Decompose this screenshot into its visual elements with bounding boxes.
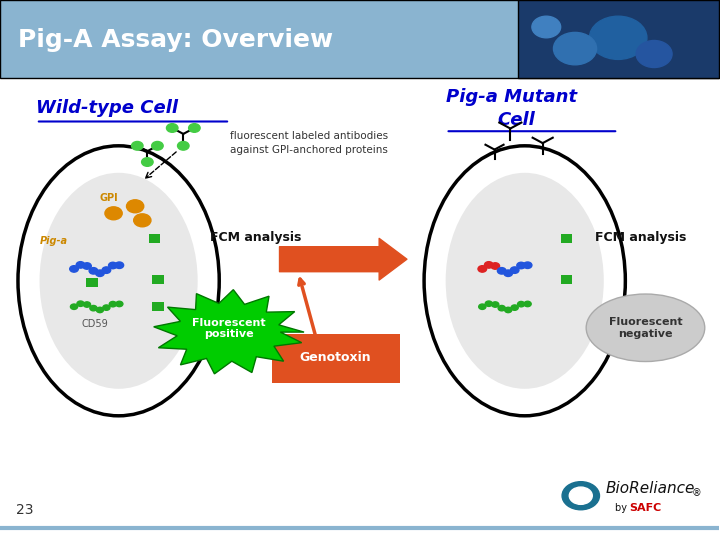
- FancyBboxPatch shape: [153, 302, 164, 311]
- Circle shape: [134, 214, 151, 227]
- Circle shape: [102, 267, 111, 273]
- Text: Fluorescent
positive: Fluorescent positive: [192, 318, 266, 339]
- Circle shape: [178, 141, 189, 150]
- Text: ®: ®: [691, 488, 701, 498]
- Ellipse shape: [424, 146, 626, 416]
- Text: BioReliance: BioReliance: [606, 481, 695, 496]
- FancyBboxPatch shape: [561, 234, 572, 243]
- Circle shape: [510, 267, 519, 273]
- Circle shape: [142, 158, 153, 166]
- Circle shape: [132, 141, 143, 150]
- Text: Pig-a Mutant: Pig-a Mutant: [446, 88, 577, 106]
- Circle shape: [491, 263, 500, 269]
- Text: CD59: CD59: [81, 319, 108, 329]
- Circle shape: [89, 268, 98, 274]
- Circle shape: [554, 32, 597, 65]
- Circle shape: [189, 124, 200, 132]
- Circle shape: [590, 16, 647, 59]
- Text: Pig-a: Pig-a: [40, 236, 68, 246]
- FancyBboxPatch shape: [86, 278, 98, 287]
- Circle shape: [532, 16, 561, 38]
- Circle shape: [478, 266, 487, 272]
- Circle shape: [492, 302, 499, 307]
- FancyBboxPatch shape: [0, 0, 719, 78]
- Text: FCM analysis: FCM analysis: [210, 231, 301, 244]
- Text: GPI: GPI: [99, 193, 118, 203]
- Circle shape: [166, 124, 178, 132]
- Circle shape: [96, 270, 104, 276]
- Circle shape: [84, 302, 91, 307]
- Circle shape: [77, 301, 84, 306]
- FancyBboxPatch shape: [153, 275, 164, 284]
- Text: by: by: [615, 503, 630, 512]
- Circle shape: [90, 306, 97, 311]
- Ellipse shape: [40, 173, 198, 389]
- Circle shape: [127, 200, 144, 213]
- Circle shape: [96, 307, 104, 313]
- FancyBboxPatch shape: [561, 275, 572, 284]
- Circle shape: [109, 262, 117, 269]
- Circle shape: [71, 304, 78, 309]
- Ellipse shape: [586, 294, 705, 362]
- Text: FCM analysis: FCM analysis: [595, 231, 687, 244]
- FancyBboxPatch shape: [149, 234, 161, 243]
- Text: 23: 23: [16, 503, 33, 517]
- Circle shape: [485, 262, 493, 268]
- Circle shape: [523, 262, 532, 268]
- Text: Genotoxin: Genotoxin: [300, 351, 372, 364]
- Circle shape: [498, 306, 505, 311]
- Text: against GPI-anchored proteins: against GPI-anchored proteins: [230, 145, 388, 155]
- Circle shape: [485, 301, 492, 306]
- FancyArrowPatch shape: [279, 238, 407, 280]
- Circle shape: [115, 262, 124, 268]
- Circle shape: [517, 262, 526, 269]
- Text: Fluorescent
negative: Fluorescent negative: [608, 317, 683, 339]
- Text: fluorescent labeled antibodies: fluorescent labeled antibodies: [230, 131, 388, 141]
- Circle shape: [511, 305, 518, 310]
- Circle shape: [479, 304, 486, 309]
- Circle shape: [505, 307, 512, 313]
- Circle shape: [76, 262, 85, 268]
- FancyBboxPatch shape: [271, 334, 400, 383]
- Circle shape: [524, 301, 531, 307]
- Circle shape: [103, 305, 110, 310]
- Circle shape: [498, 268, 506, 274]
- Polygon shape: [153, 289, 304, 374]
- Circle shape: [518, 301, 525, 307]
- Ellipse shape: [18, 146, 219, 416]
- FancyBboxPatch shape: [518, 0, 719, 78]
- Circle shape: [636, 40, 672, 68]
- Ellipse shape: [446, 173, 604, 389]
- Text: Wild-type Cell: Wild-type Cell: [36, 99, 178, 117]
- Circle shape: [152, 141, 163, 150]
- Circle shape: [562, 482, 600, 510]
- Text: SAFC: SAFC: [630, 503, 662, 512]
- Circle shape: [83, 263, 91, 269]
- Circle shape: [570, 487, 593, 504]
- Text: Pig-A Assay: Overview: Pig-A Assay: Overview: [18, 29, 333, 52]
- Circle shape: [70, 266, 78, 272]
- Circle shape: [116, 301, 123, 307]
- Circle shape: [109, 301, 117, 307]
- Text: Cell: Cell: [498, 111, 535, 129]
- Circle shape: [504, 270, 513, 276]
- Circle shape: [105, 207, 122, 220]
